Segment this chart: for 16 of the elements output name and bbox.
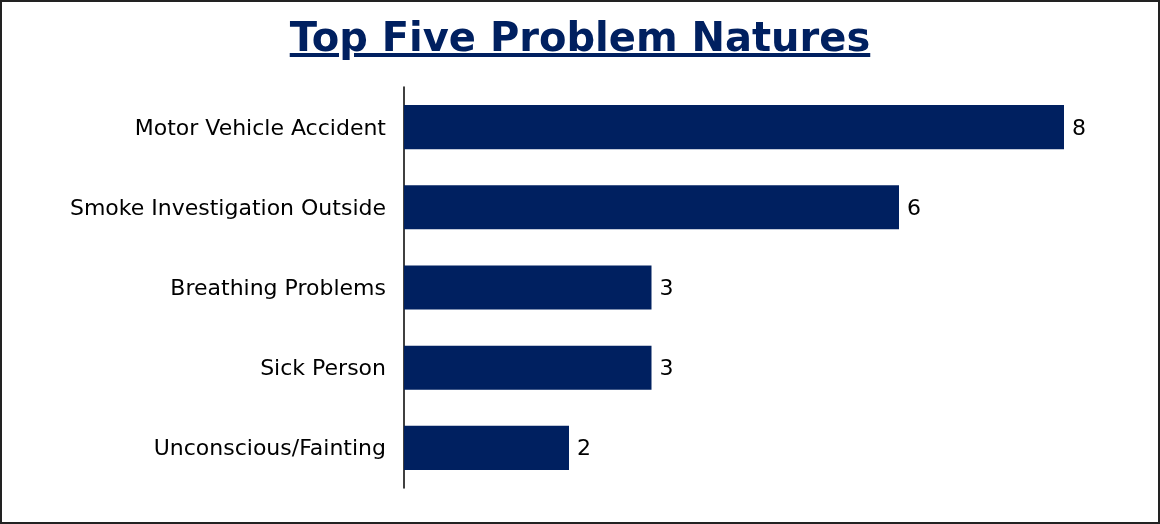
bar bbox=[404, 185, 899, 230]
y-tick-label: Sick Person bbox=[260, 355, 386, 381]
data-label: 3 bbox=[659, 355, 674, 381]
data-label: 2 bbox=[577, 435, 591, 461]
y-tick-label: Smoke Investigation Outside bbox=[69, 194, 386, 220]
y-tick-label: Breathing Problems bbox=[170, 275, 386, 300]
bar bbox=[404, 345, 652, 390]
bar bbox=[404, 425, 569, 470]
bar bbox=[404, 265, 652, 310]
chart-title: Top Five Problem Natures bbox=[288, 14, 872, 60]
data-label: 3 bbox=[659, 275, 674, 300]
y-tick-label: Motor Vehicle Accident bbox=[134, 114, 387, 140]
data-label: 6 bbox=[907, 194, 921, 220]
bar bbox=[404, 105, 1064, 150]
y-tick-label: Unconscious/Fainting bbox=[153, 435, 386, 461]
data-label: 8 bbox=[1072, 114, 1086, 140]
